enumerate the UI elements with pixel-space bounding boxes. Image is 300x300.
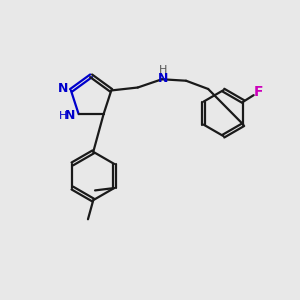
Text: H: H bbox=[59, 111, 68, 121]
Text: N: N bbox=[158, 72, 169, 85]
Text: N: N bbox=[58, 82, 68, 95]
Text: N: N bbox=[64, 109, 75, 122]
Text: H: H bbox=[159, 65, 168, 75]
Text: F: F bbox=[254, 85, 264, 99]
